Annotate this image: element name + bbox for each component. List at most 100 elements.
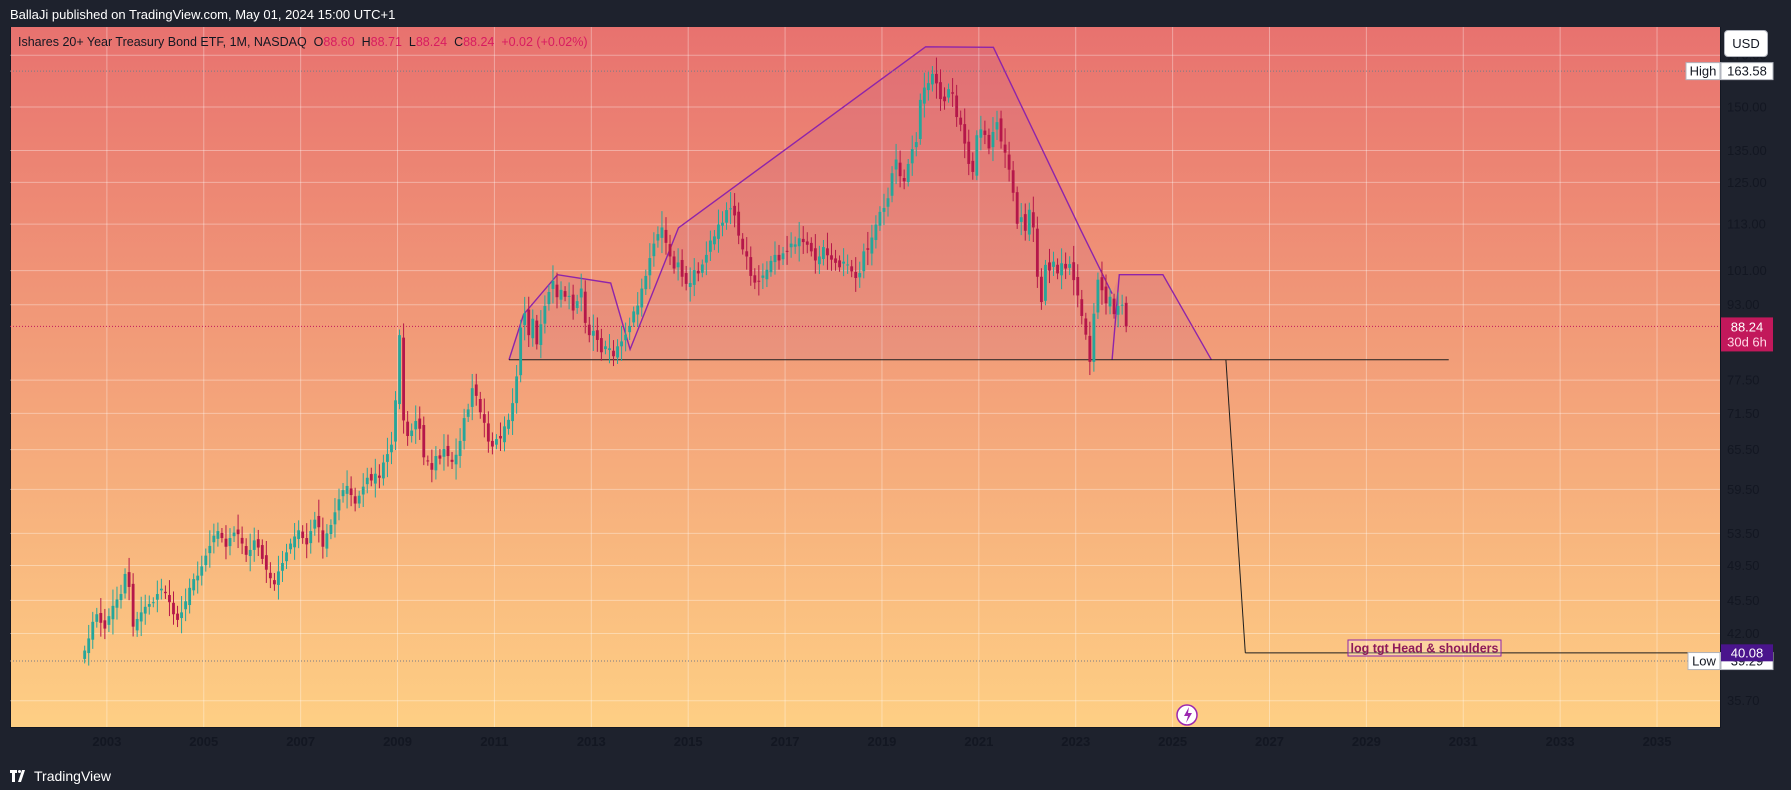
candle-body [478, 398, 482, 413]
candle-body [882, 207, 886, 212]
candle [830, 243, 833, 271]
candle [373, 458, 377, 498]
currency-button[interactable]: USD [1724, 30, 1768, 57]
candle [914, 132, 918, 157]
candle-body [858, 273, 862, 278]
candle [846, 254, 850, 274]
grid [10, 27, 1720, 727]
change-value: +0.02 (+0.02%) [501, 35, 588, 49]
candle [1072, 245, 1076, 296]
candle [644, 269, 648, 295]
candle [575, 294, 579, 314]
candle [963, 108, 967, 159]
candle [430, 449, 434, 483]
candle-body [878, 211, 882, 226]
candle [398, 329, 401, 410]
candle [886, 187, 890, 217]
target-projection-line [1225, 359, 1246, 653]
low-label: Low [1692, 654, 1716, 669]
candle-body [1104, 286, 1108, 304]
candle-body [519, 327, 523, 376]
candle-body [1108, 296, 1112, 307]
candle [870, 224, 874, 266]
candle-body [398, 335, 401, 405]
candle-body [575, 301, 579, 309]
high-label: High [1690, 64, 1717, 79]
candle-body [1044, 264, 1047, 301]
candle-body [333, 512, 337, 525]
last-price-bg [1721, 317, 1773, 352]
candle [826, 232, 829, 270]
candle-body [438, 455, 442, 459]
candle [176, 605, 179, 628]
candle-body [236, 529, 240, 535]
candle [305, 523, 309, 559]
x-tick-label: 2031 [1449, 734, 1478, 749]
candle [503, 416, 506, 452]
candle [277, 555, 280, 600]
candle-body [713, 236, 716, 245]
candle [143, 594, 147, 625]
high-marker: High 163.58 [1685, 62, 1774, 81]
candle-body [470, 388, 474, 407]
last-price-value: 88.24 [1731, 319, 1764, 334]
x-tick-label: 2027 [1255, 734, 1284, 749]
candle-body [539, 324, 543, 345]
candle [692, 258, 696, 297]
candle [426, 455, 430, 466]
candle [684, 265, 688, 291]
candle-body [285, 552, 288, 562]
candle-body [87, 638, 91, 654]
candle-body [490, 440, 494, 447]
candle-body [115, 599, 119, 608]
candle-body [503, 426, 506, 443]
candle-body [474, 384, 478, 396]
candle [862, 243, 866, 279]
candle-body [886, 198, 890, 207]
candle [664, 217, 668, 255]
candle [604, 340, 607, 355]
candle-body [337, 499, 341, 511]
candle [995, 110, 999, 141]
candle [785, 235, 789, 265]
candle [329, 519, 333, 540]
candle-body [1015, 192, 1019, 224]
x-tick-label: 2005 [189, 734, 218, 749]
candle [918, 93, 922, 145]
candle [906, 159, 910, 187]
y-tick-label: 150.00 [1727, 99, 1767, 114]
candle-body [1096, 279, 1100, 313]
open-label: O [313, 35, 324, 49]
candle [696, 262, 700, 282]
candle-body [652, 243, 656, 257]
candle-body [757, 280, 761, 282]
x-tick-label: 2011 [480, 734, 508, 749]
candle [773, 241, 777, 275]
candle [1100, 261, 1104, 305]
candle [466, 403, 470, 422]
candle-body [168, 595, 171, 603]
x-tick-label: 2029 [1352, 734, 1381, 749]
candle [83, 645, 87, 664]
candle-body [583, 291, 587, 323]
candles [83, 57, 1128, 666]
candle-body [123, 573, 127, 594]
annotation-box [1347, 639, 1502, 657]
candle [268, 562, 272, 589]
candle-body [692, 270, 696, 285]
candle [103, 608, 107, 640]
candle [1056, 258, 1059, 280]
candle-body [103, 620, 107, 629]
candle-body [220, 532, 224, 539]
candle [1064, 252, 1068, 280]
candle-body [931, 73, 934, 85]
y-tick-label: 113.00 [1727, 217, 1766, 232]
candle-body [664, 229, 668, 243]
candle-body [196, 575, 200, 581]
candle [801, 226, 805, 254]
candle-body [377, 475, 381, 478]
candle-body [381, 462, 385, 479]
candle [462, 408, 466, 450]
candle-body [963, 124, 967, 144]
